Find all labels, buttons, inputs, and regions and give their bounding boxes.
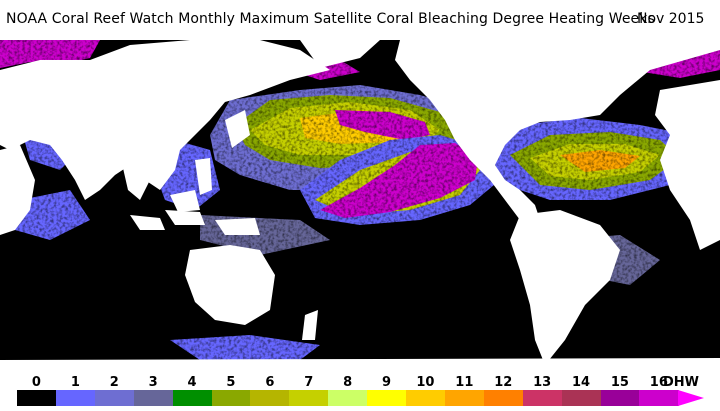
legend-swatch-15 <box>600 390 640 406</box>
legend-tick-1: 1 <box>70 375 80 390</box>
legend-swatch-16 <box>639 390 679 406</box>
north-america-west-alaska <box>300 40 380 68</box>
indochina <box>120 150 150 200</box>
map-title: NOAA Coral Reef Watch Monthly Maximum Sa… <box>6 11 655 27</box>
legend-swatch-8 <box>328 390 368 406</box>
landmasses <box>0 40 720 367</box>
legend-tick-14: 14 <box>572 375 591 390</box>
philippines <box>195 158 212 195</box>
legend-swatch-7 <box>289 390 329 406</box>
japan <box>225 110 250 148</box>
legend-swatch-2 <box>94 390 135 406</box>
indonesia-1 <box>130 215 165 230</box>
legend-tick-9: 9 <box>382 375 392 390</box>
legend-unit-label: DHW <box>663 375 700 390</box>
legend-tick-16: 16 <box>649 375 668 390</box>
legend-swatch-5 <box>211 390 251 406</box>
india <box>70 140 100 190</box>
borneo <box>170 190 200 212</box>
legend-tick-3: 3 <box>148 375 158 390</box>
legend-tick-7: 7 <box>304 375 314 390</box>
legend-swatch-14 <box>561 390 601 406</box>
legend-tick-15: 15 <box>610 375 629 390</box>
color-legend: 0 1 2 3 4 5 6 7 8 9 10 11 12 13 14 15 16 DHW <box>0 367 720 411</box>
legend-tick-10: 10 <box>416 375 435 390</box>
legend-tick-0: 0 <box>31 375 41 390</box>
legend-swatch-1 <box>55 390 96 406</box>
legend-tick-11: 11 <box>455 375 474 390</box>
legend-swatch-0 <box>17 390 57 406</box>
legend-arrow-icon <box>678 390 705 406</box>
south-america <box>510 210 620 365</box>
legend-swatch-10 <box>406 390 446 406</box>
legend-swatch-3 <box>133 390 174 406</box>
legend-color-bar <box>17 390 707 406</box>
new-guinea <box>215 218 260 235</box>
legend-swatch-6 <box>250 390 290 406</box>
legend-tick-12: 12 <box>494 375 513 390</box>
map-date: Nov 2015 <box>637 11 705 27</box>
legend-swatch-12 <box>483 390 524 406</box>
legend-swatch-11 <box>444 390 485 406</box>
greenland <box>540 40 620 75</box>
title-bar: NOAA Coral Reef Watch Monthly Maximum Sa… <box>0 0 720 40</box>
legend-tick-2: 2 <box>109 375 119 390</box>
dhw-map <box>0 40 720 367</box>
indonesia-2 <box>165 210 205 225</box>
legend-tick-5: 5 <box>226 375 236 390</box>
north-america <box>395 40 720 220</box>
legend-swatch-4 <box>172 390 212 406</box>
legend-tick-6: 6 <box>265 375 275 390</box>
new-zealand <box>302 310 318 340</box>
legend-tick-8: 8 <box>343 375 353 390</box>
world-map-svg <box>0 40 720 367</box>
legend-tick-4: 4 <box>187 375 197 390</box>
australia <box>185 245 275 325</box>
legend-tick-13: 13 <box>533 375 552 390</box>
legend-swatch-9 <box>367 390 407 406</box>
africa-edge <box>0 145 35 235</box>
europe-africa-right <box>655 80 720 250</box>
legend-swatch-13 <box>522 390 563 406</box>
antarctica <box>0 358 720 367</box>
